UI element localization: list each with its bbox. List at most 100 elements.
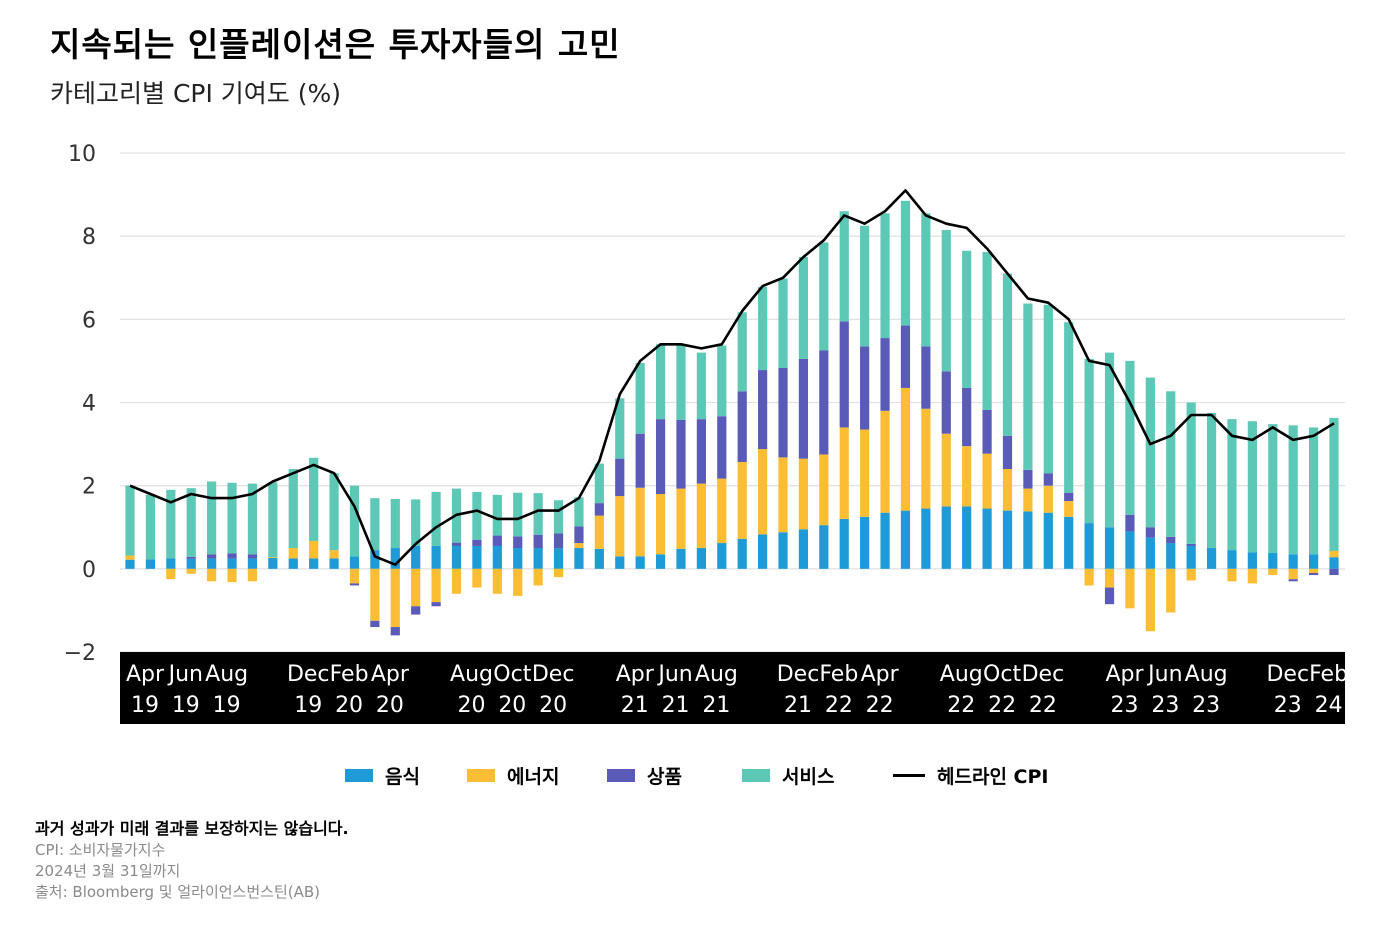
bar-segment <box>717 345 727 417</box>
y-tick-label: 10 <box>68 142 96 167</box>
bar-segment <box>247 483 258 555</box>
bar-segment <box>839 518 849 569</box>
x-tick-label-month: Dec <box>1022 662 1065 687</box>
bar-segment <box>798 358 809 459</box>
bar-segment <box>1166 391 1176 537</box>
bar-segment <box>207 554 217 559</box>
x-tick-label-year: 20 <box>458 693 486 718</box>
bar-segment <box>615 398 625 459</box>
bar-segment <box>1166 543 1176 569</box>
bar-segment <box>880 410 890 513</box>
bar-segment <box>288 558 298 569</box>
bar-segment <box>758 534 768 569</box>
y-tick-label: 0 <box>82 558 96 583</box>
bar-segment <box>1125 360 1135 515</box>
gridlines <box>120 152 1345 653</box>
bar-segment <box>329 550 339 559</box>
bar-segment <box>1186 402 1196 544</box>
bar-segment <box>696 548 706 569</box>
bar-segment <box>900 200 911 326</box>
bar-segment <box>982 409 992 454</box>
bar-segment <box>1104 352 1115 528</box>
x-tick-label-month: Dec <box>287 662 330 687</box>
x-tick-label-month: Dec <box>1266 662 1309 687</box>
x-tick-label-year: 22 <box>947 693 975 718</box>
bar-segment <box>717 478 727 544</box>
bar-segment <box>1186 545 1196 569</box>
legend-swatch-headline-cpi <box>893 773 925 777</box>
bar-segment <box>1084 523 1094 569</box>
bar-segment <box>1308 568 1319 573</box>
bar-segment <box>921 408 931 509</box>
bar-segment <box>431 491 441 546</box>
bar-segment <box>247 558 258 569</box>
bar-segment <box>492 535 502 546</box>
legend-item-services: 서비스 <box>742 760 834 790</box>
legend-swatch-food <box>345 768 373 782</box>
bar-segment <box>1043 512 1053 569</box>
bar-segment <box>1166 568 1176 613</box>
x-tick-label-year: 23 <box>1192 693 1220 718</box>
bar-segment <box>839 211 849 322</box>
x-tick-label-month: Apr <box>616 662 655 687</box>
bar-segment <box>1125 514 1135 532</box>
bar-segment <box>819 525 829 569</box>
bar-segment <box>370 498 380 551</box>
bar-segment <box>227 482 237 554</box>
bar-segment <box>309 457 319 541</box>
x-tick-label-year: 20 <box>335 693 363 718</box>
x-tick-label-month: Aug <box>940 662 983 687</box>
x-tick-label-month: Apr <box>861 662 900 687</box>
y-tick-label: 4 <box>82 392 96 417</box>
x-tick-label-year: 20 <box>376 693 404 718</box>
legend-label-energy: 에너지 <box>507 765 560 788</box>
bar-segment <box>370 620 380 628</box>
bar-segment <box>839 321 849 428</box>
bar-segment <box>1247 568 1257 584</box>
bar-segment <box>1002 469 1013 511</box>
disclaimer: 과거 성과가 미래 결과를 보장하지는 않습니다. <box>35 819 349 838</box>
bar-segment <box>778 278 788 368</box>
bar-segment <box>1145 568 1155 632</box>
bar-segment <box>431 602 441 607</box>
bar-segment <box>1002 510 1013 569</box>
bar-segment <box>207 481 217 555</box>
bar-segment <box>635 362 645 434</box>
bar-segment <box>717 543 727 569</box>
x-tick-label-year: 22 <box>825 693 853 718</box>
bar-segment <box>329 558 339 569</box>
bar-segment <box>798 529 809 569</box>
bar-segment <box>635 556 645 569</box>
x-tick-label-month: Jun <box>1146 662 1182 687</box>
bar-segment <box>574 526 584 544</box>
bar-segment <box>533 534 543 549</box>
bar-segment <box>819 350 829 455</box>
bar-segment <box>778 532 788 569</box>
bar-segment <box>615 496 625 557</box>
bar-segment <box>533 568 543 586</box>
bar-segment <box>370 568 380 621</box>
bar-segment <box>492 568 502 594</box>
x-tick-label-month: Jun <box>656 662 692 687</box>
x-tick-label-month: Aug <box>695 662 738 687</box>
bar-segment <box>1125 568 1135 609</box>
bar-segment <box>860 346 870 430</box>
source-note: 출처: Bloomberg 및 얼라이언스번스틴(AB) <box>35 883 321 901</box>
x-tick-label-month: Dec <box>532 662 575 687</box>
bar-segment <box>962 446 972 507</box>
x-tick-label-year: 22 <box>1029 693 1057 718</box>
bar-segment <box>329 473 339 551</box>
x-tick-label-year: 21 <box>702 693 730 718</box>
bar-segment <box>676 345 686 420</box>
x-tick-label-year: 19 <box>131 693 159 718</box>
bar-segment <box>1288 579 1298 582</box>
bar-segment <box>1084 568 1094 586</box>
bar-segment <box>594 515 604 549</box>
bar-segment <box>186 488 196 557</box>
bar-segment <box>1247 421 1257 553</box>
bar-segment <box>594 503 604 516</box>
bar-segment <box>655 493 666 555</box>
bar-segment <box>1104 587 1115 605</box>
bar-segment <box>758 449 768 535</box>
